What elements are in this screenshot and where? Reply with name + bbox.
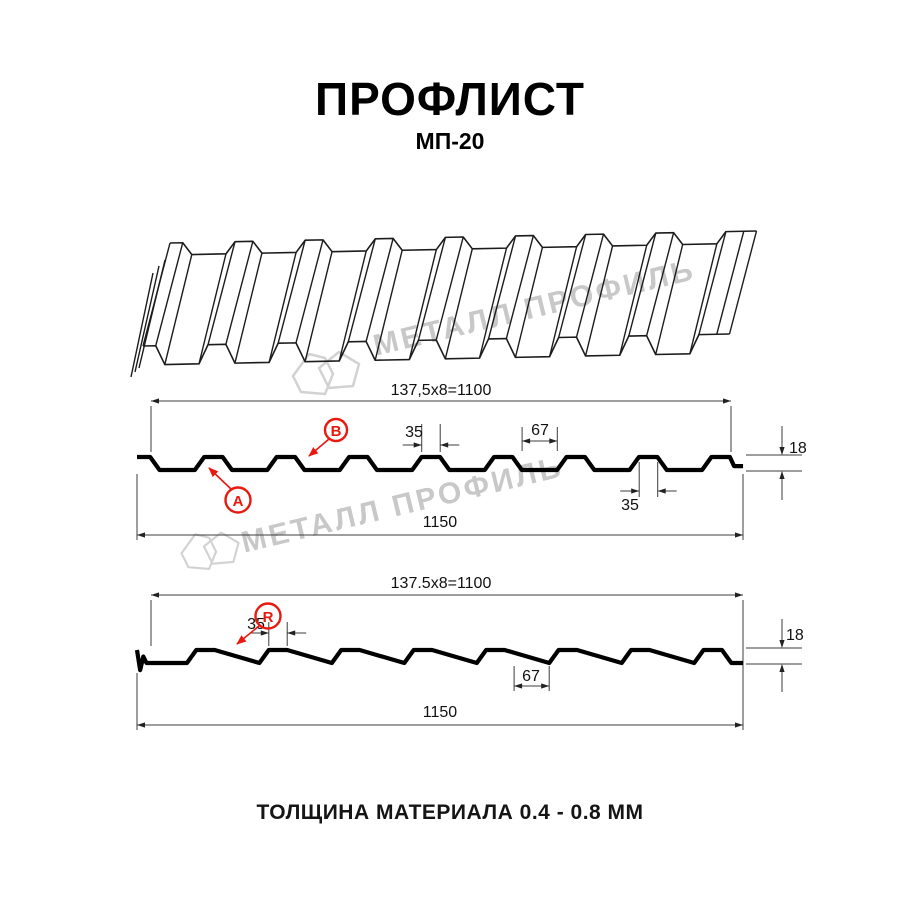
metal-profil-logo-watermark	[291, 350, 361, 396]
callout-r-arrow	[236, 625, 260, 645]
dim-valley-ab: 67	[531, 422, 549, 439]
dim-cover-width-r: 137.5x8=1100	[391, 575, 492, 592]
cross-section-ab	[136, 398, 802, 540]
callout-r-label: R	[263, 609, 274, 626]
dim-crest-r: 35	[247, 616, 265, 633]
sheet-3d-view	[130, 230, 758, 378]
cross-section-r	[134, 592, 802, 730]
dim-cover-width-ab: 137,5x8=1100	[391, 382, 492, 399]
dim-overall-width-ab: 1150	[423, 514, 458, 531]
callout-a-label: A	[233, 493, 244, 510]
callout-a-circle	[224, 486, 252, 514]
callout-b-arrow	[308, 438, 330, 457]
dim-crest-bottom-ab: 35	[621, 497, 639, 514]
callout-b-circle	[323, 417, 349, 443]
dim-crest-top-ab: 35	[405, 424, 423, 441]
dim-height-ab: 18	[789, 440, 807, 457]
dim-overall-width-r: 1150	[423, 704, 458, 721]
callout-b-label: B	[331, 423, 342, 440]
material-thickness-caption: ТОЛЩИНА МАТЕРИАЛА 0.4 - 0.8 ММ	[256, 801, 644, 824]
callout-a-arrow	[208, 467, 232, 490]
profile-model-name: МП-20	[415, 128, 485, 154]
dim-valley-r: 67	[522, 668, 540, 685]
page-title: ПРОФЛИСТ	[315, 73, 585, 125]
dim-height-r: 18	[786, 627, 804, 644]
callout-r-circle	[254, 602, 282, 630]
